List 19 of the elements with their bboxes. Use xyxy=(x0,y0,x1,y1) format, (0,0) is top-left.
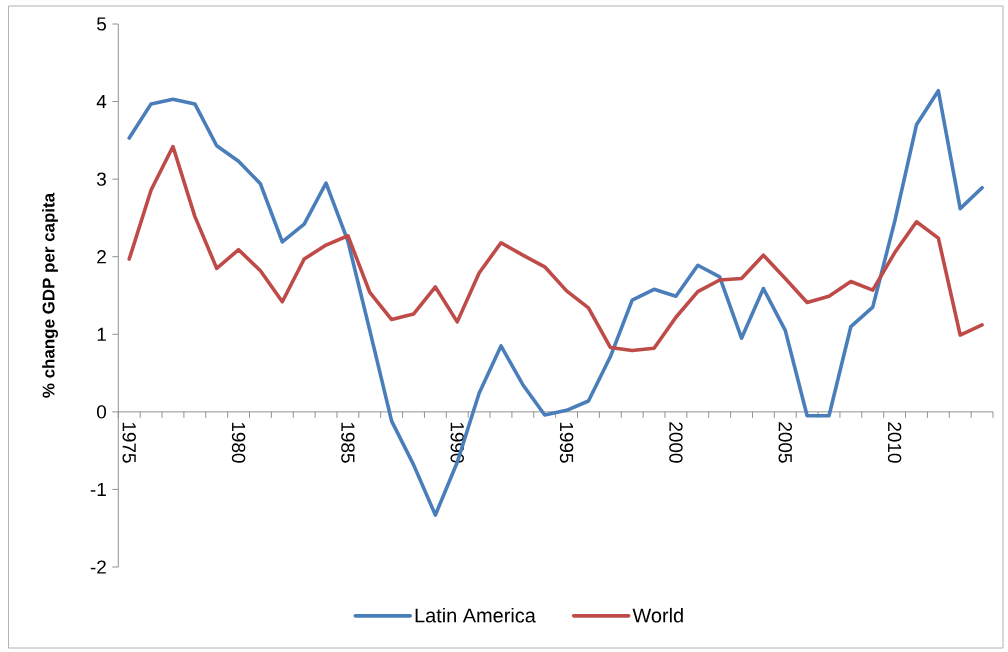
y-tick-label: 1 xyxy=(97,327,106,341)
x-tick-label: 1985 xyxy=(341,422,355,463)
y-tick-label: -2 xyxy=(90,560,106,574)
y-tick-label: 3 xyxy=(96,172,106,186)
x-tick-label: 1995 xyxy=(559,422,574,463)
y-axis-title: % change GDP per capita xyxy=(42,192,59,398)
y-tick-label: 5 xyxy=(97,17,106,31)
y-tick-label: 0 xyxy=(96,405,107,419)
x-tick-label: 2005 xyxy=(778,422,792,463)
x-tick-label: 2010 xyxy=(887,422,902,463)
x-tick-label: 2000 xyxy=(669,422,683,463)
legend-label: World xyxy=(632,607,683,623)
x-tick-label: 1975 xyxy=(122,422,136,463)
y-tick-label: 4 xyxy=(96,95,107,109)
y-tick-label: 2 xyxy=(97,250,106,264)
line-series xyxy=(127,144,984,353)
legend-label: Latin America xyxy=(415,607,536,623)
x-tick-label: 1980 xyxy=(231,422,246,463)
y-tick-label: -1 xyxy=(90,482,106,496)
